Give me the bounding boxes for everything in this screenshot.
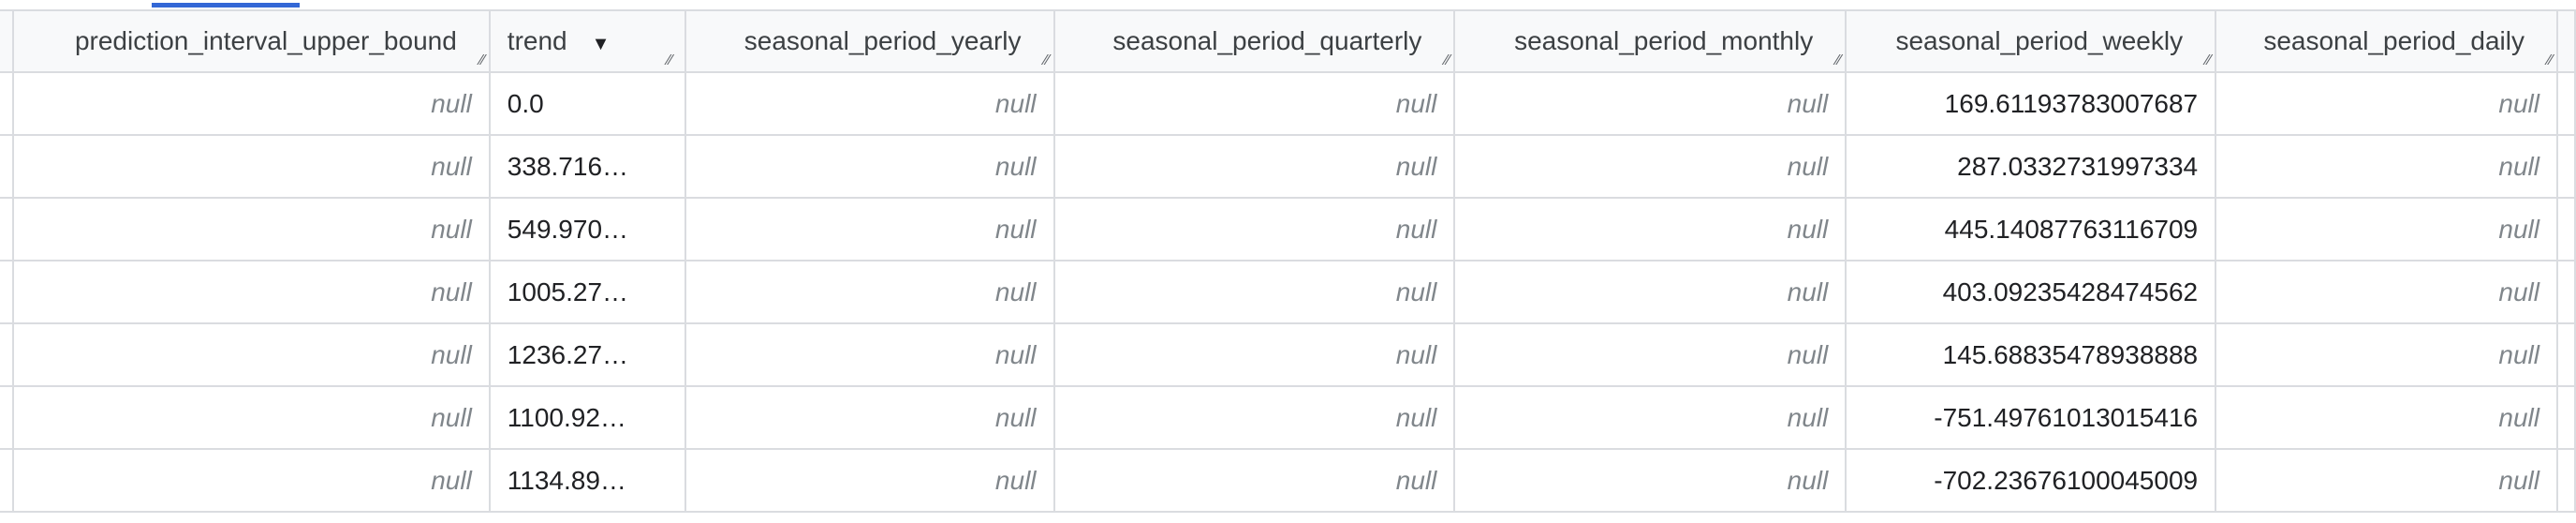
cell-seasonal_period_monthly[interactable]: null (1453, 322, 1847, 387)
column-resize-handle-icon[interactable]: ⁄⁄ (1835, 52, 1842, 68)
row-number-header (0, 9, 14, 73)
column-resize-handle-icon[interactable]: ⁄⁄ (479, 52, 485, 68)
cell-seasonal_period_quarterly[interactable]: null (1052, 197, 1456, 262)
cell-seasonal_period_quarterly[interactable]: null (1052, 260, 1456, 324)
cell-seasonal_period_weekly[interactable]: 445.14087763116709 (1845, 197, 2217, 262)
cell-seasonal_period_daily[interactable]: null (2215, 322, 2558, 387)
cell-seasonal_period_weekly[interactable]: 169.61193783007687 (1845, 71, 2217, 136)
column-header-prediction_interval_upper_bound[interactable]: prediction_interval_upper_bound ⁄⁄ (11, 9, 491, 73)
column-resize-handle-icon[interactable]: ⁄⁄ (667, 52, 672, 68)
cell-seasonal_period_quarterly[interactable]: null (1052, 322, 1456, 387)
cell-seasonal_period_daily[interactable]: null (2215, 197, 2558, 262)
row-filler (2557, 385, 2576, 450)
cell-seasonal_period_monthly[interactable]: null (1453, 448, 1847, 513)
cell-seasonal_period_quarterly[interactable]: null (1052, 448, 1456, 513)
row-filler (2557, 448, 2576, 513)
cell-prediction_interval_upper_bound[interactable]: null (11, 260, 491, 324)
column-header-trend[interactable]: trend ▼ ⁄⁄ (488, 9, 686, 73)
cell-seasonal_period_yearly[interactable]: null (684, 385, 1055, 450)
cell-seasonal_period_yearly[interactable]: null (684, 197, 1055, 262)
cell-seasonal_period_yearly[interactable]: null (684, 322, 1055, 387)
cell-trend[interactable]: 549.970… (488, 197, 686, 262)
cell-seasonal_period_daily[interactable]: null (2215, 260, 2558, 324)
cell-prediction_interval_upper_bound[interactable]: null (11, 448, 491, 513)
column-resize-handle-icon[interactable]: ⁄⁄ (2205, 52, 2212, 68)
row-filler (2557, 71, 2576, 136)
column-header-label: seasonal_period_quarterly (1112, 26, 1422, 55)
table-row[interactable]: null 1100.92… null null null -751.49761013015… (0, 385, 2576, 450)
cell-seasonal_period_daily[interactable]: null (2215, 71, 2558, 136)
table-row[interactable]: null 1134.89… null null null -702.23676100045… (0, 448, 2576, 513)
row-stub (0, 385, 14, 450)
column-header-label: seasonal_period_yearly (743, 26, 1022, 55)
column-resize-handle-icon[interactable]: ⁄⁄ (2547, 52, 2553, 68)
cell-seasonal_period_weekly[interactable]: -751.49761013015416 (1845, 385, 2217, 450)
row-stub (0, 134, 14, 199)
cell-prediction_interval_upper_bound[interactable]: null (11, 197, 491, 262)
row-stub (0, 197, 14, 262)
table-row[interactable]: null 1236.27… null null null 145.688354789388… (0, 322, 2576, 387)
cell-trend[interactable]: 1005.27… (488, 260, 686, 324)
cell-seasonal_period_yearly[interactable]: null (684, 71, 1055, 136)
row-stub (0, 260, 14, 324)
cell-seasonal_period_yearly[interactable]: null (684, 260, 1055, 324)
table-row[interactable]: null 1005.27… null null null 403.092354284745… (0, 260, 2576, 324)
column-header-label: trend (507, 26, 567, 55)
cell-trend[interactable]: 1134.89… (488, 448, 686, 513)
row-stub (0, 322, 14, 387)
cell-seasonal_period_daily[interactable]: null (2215, 448, 2558, 513)
column-resize-handle-icon[interactable]: ⁄⁄ (1044, 52, 1050, 68)
cell-seasonal_period_weekly[interactable]: 145.68835478938888 (1845, 322, 2217, 387)
row-stub (0, 448, 14, 513)
cell-seasonal_period_monthly[interactable]: null (1453, 134, 1847, 199)
cell-seasonal_period_monthly[interactable]: null (1453, 197, 1847, 262)
row-filler (2557, 197, 2576, 262)
cell-seasonal_period_daily[interactable]: null (2215, 134, 2558, 199)
cell-seasonal_period_weekly[interactable]: 403.09235428474562 (1845, 260, 2217, 324)
column-header-seasonal_period_quarterly[interactable]: seasonal_period_quarterly ⁄⁄ (1052, 9, 1456, 73)
row-stub (0, 71, 14, 136)
column-header-seasonal_period_daily[interactable]: seasonal_period_daily ⁄⁄ (2215, 9, 2558, 73)
cell-seasonal_period_monthly[interactable]: null (1453, 260, 1847, 324)
cell-seasonal_period_quarterly[interactable]: null (1052, 71, 1456, 136)
cell-seasonal_period_yearly[interactable]: null (684, 134, 1055, 199)
row-filler (2557, 134, 2576, 199)
cell-seasonal_period_daily[interactable]: null (2215, 385, 2558, 450)
header-filler (2557, 9, 2576, 73)
row-filler (2557, 322, 2576, 387)
cell-seasonal_period_quarterly[interactable]: null (1052, 134, 1456, 199)
cell-prediction_interval_upper_bound[interactable]: null (11, 71, 491, 136)
row-filler (2557, 260, 2576, 324)
cell-prediction_interval_upper_bound[interactable]: null (11, 134, 491, 199)
sort-descending-icon[interactable]: ▼ (591, 34, 611, 54)
column-header-seasonal_period_monthly[interactable]: seasonal_period_monthly ⁄⁄ (1453, 9, 1847, 73)
results-table: prediction_interval_upper_bound ⁄⁄ trend ▼ ⁄… (0, 9, 2576, 513)
column-header-label: seasonal_period_weekly (1895, 26, 2184, 55)
cell-trend[interactable]: 1100.92… (488, 385, 686, 450)
cell-trend[interactable]: 0.0 (488, 71, 686, 136)
column-header-label: prediction_interval_upper_bound (74, 26, 457, 55)
cell-prediction_interval_upper_bound[interactable]: null (11, 322, 491, 387)
cell-prediction_interval_upper_bound[interactable]: null (11, 385, 491, 450)
cell-seasonal_period_quarterly[interactable]: null (1052, 385, 1456, 450)
cell-seasonal_period_weekly[interactable]: -702.23676100045009 (1845, 448, 2217, 513)
cell-seasonal_period_monthly[interactable]: null (1453, 385, 1847, 450)
column-resize-handle-icon[interactable]: ⁄⁄ (1445, 52, 1450, 68)
column-header-label: seasonal_period_daily (2263, 26, 2524, 55)
cell-trend[interactable]: 1236.27… (488, 322, 686, 387)
table-row[interactable]: null 0.0 null null null 169.61193783007687 nul… (0, 71, 2576, 136)
column-header-seasonal_period_weekly[interactable]: seasonal_period_weekly ⁄⁄ (1845, 9, 2217, 73)
table-row[interactable]: null 549.970… null null null 445.140877631167… (0, 197, 2576, 262)
header-row: prediction_interval_upper_bound ⁄⁄ trend ▼ ⁄… (0, 9, 2576, 73)
column-header-seasonal_period_yearly[interactable]: seasonal_period_yearly ⁄⁄ (684, 9, 1055, 73)
cell-trend[interactable]: 338.716… (488, 134, 686, 199)
column-header-label: seasonal_period_monthly (1514, 26, 1814, 55)
table-row[interactable]: null 338.716… null null null 287.033273199733… (0, 134, 2576, 199)
active-tab-indicator (152, 3, 300, 7)
cell-seasonal_period_monthly[interactable]: null (1453, 71, 1847, 136)
cell-seasonal_period_weekly[interactable]: 287.0332731997334 (1845, 134, 2217, 199)
cell-seasonal_period_yearly[interactable]: null (684, 448, 1055, 513)
